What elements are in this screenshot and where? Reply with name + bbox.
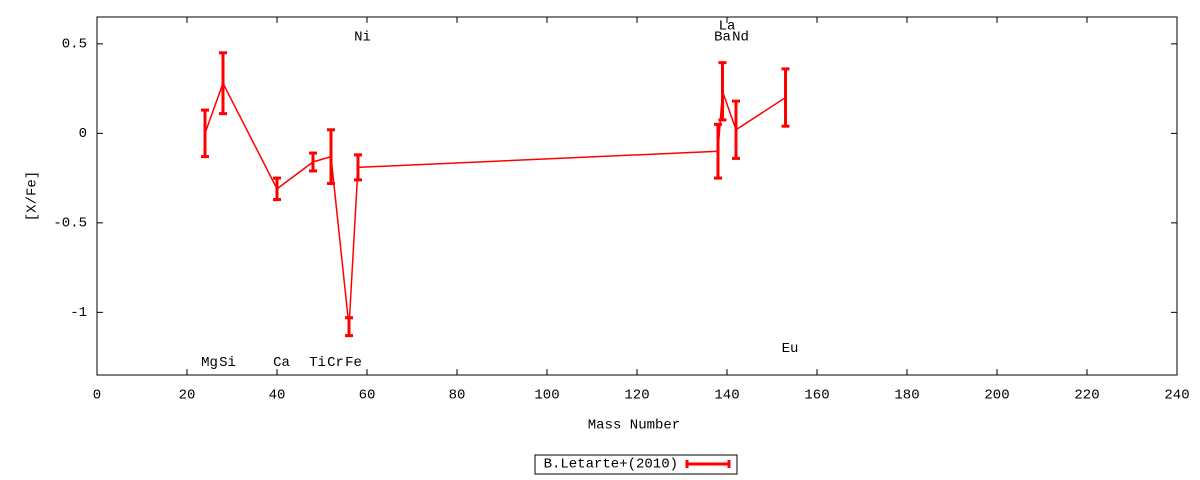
x-tick-label: 140 [714, 388, 739, 404]
annotation: Ba [714, 29, 731, 45]
x-tick-label: 180 [894, 388, 919, 404]
plot-frame [96, 16, 1178, 376]
y-tick-label: -0.5 [53, 216, 87, 232]
y-axis-label: [X/Fe] [25, 171, 41, 221]
annotation: Fe [345, 355, 362, 371]
legend-label: B.Letarte+(2010) [544, 457, 678, 473]
annotation: Nd [732, 29, 749, 45]
x-tick-label: 160 [804, 388, 829, 404]
y-tick-label: -1 [70, 305, 87, 321]
x-tick-label: 240 [1164, 388, 1189, 404]
x-tick-label: 100 [534, 388, 559, 404]
x-tick-label: 80 [449, 388, 466, 404]
legend-box [534, 454, 738, 475]
annotation: Eu [782, 341, 799, 357]
x-tick-label: 120 [624, 388, 649, 404]
x-axis-label: Mass Number [588, 418, 680, 434]
x-tick-label: 40 [269, 388, 286, 404]
x-tick-label: 200 [984, 388, 1009, 404]
x-tick-label: 20 [179, 388, 196, 404]
annotation: Ca [273, 355, 290, 371]
annotation: Si [219, 355, 236, 371]
annotation: La [719, 19, 736, 35]
annotation: Mg [201, 355, 218, 371]
annotation: Ni [354, 29, 371, 45]
annotation: Cr [327, 355, 344, 371]
annotation: Ti [309, 355, 326, 371]
y-tick-label: 0.5 [62, 37, 87, 53]
x-tick-label: 60 [359, 388, 376, 404]
y-tick-label: 0 [79, 126, 87, 142]
x-tick-label: 0 [93, 388, 101, 404]
x-tick-label: 220 [1074, 388, 1099, 404]
series-line [204, 81, 786, 327]
